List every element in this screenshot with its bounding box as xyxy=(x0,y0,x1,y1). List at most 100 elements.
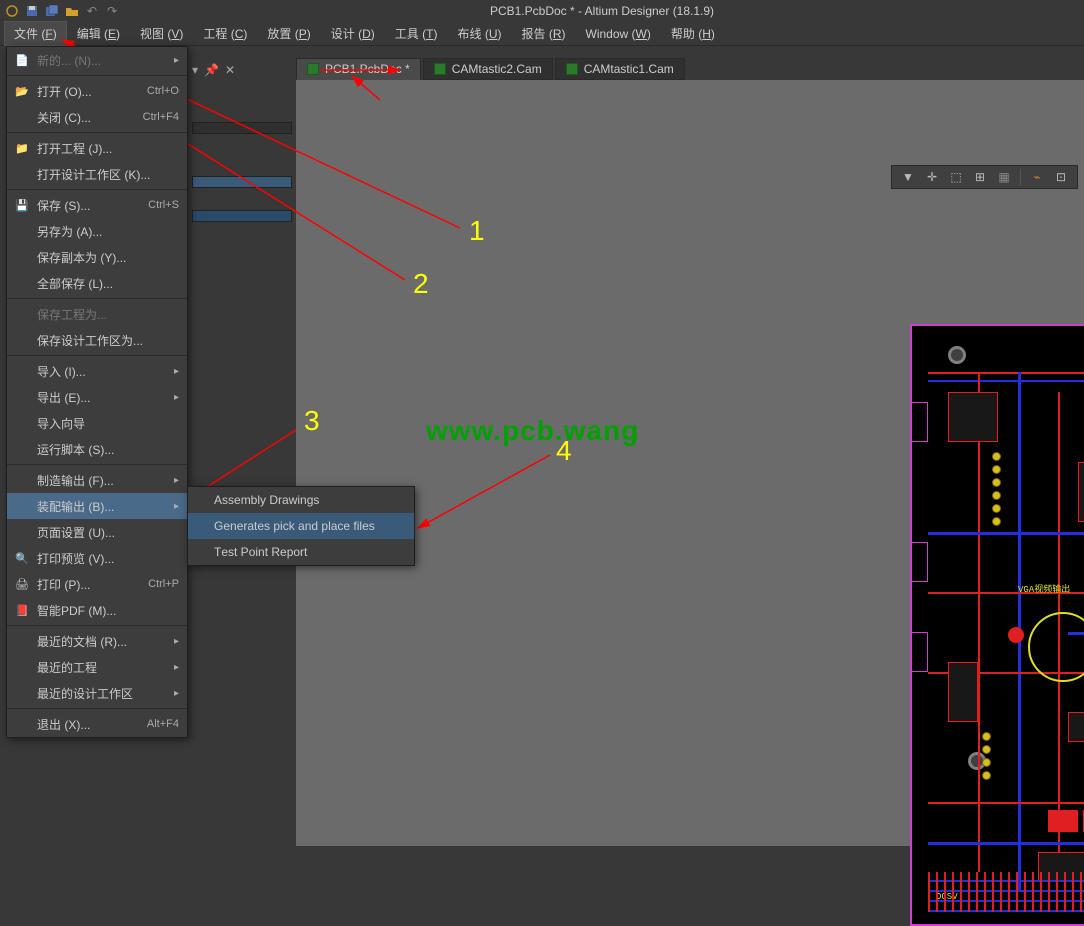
submenu-arrow-icon: ▸ xyxy=(174,501,179,512)
menu-视图[interactable]: 视图 (V) xyxy=(130,21,193,46)
layers-icon[interactable]: ▦ xyxy=(996,169,1012,185)
document-tab[interactable]: CAMtastic1.Cam xyxy=(555,58,685,80)
shortcut-label: Alt+F4 xyxy=(147,718,179,730)
menu-item-label: 退出 (X)... xyxy=(33,716,147,733)
menu-编辑[interactable]: 编辑 (E) xyxy=(67,21,130,46)
document-tab[interactable]: CAMtastic2.Cam xyxy=(423,58,553,80)
menu-item-label: 打开设计工作区 (K)... xyxy=(33,166,179,183)
file-menu-item[interactable]: 导入向导 xyxy=(7,410,187,436)
shortcut-label: Ctrl+O xyxy=(147,85,179,97)
file-menu-item[interactable]: 🖨打印 (P)...Ctrl+P xyxy=(7,571,187,597)
menu-Window[interactable]: Window (W) xyxy=(576,23,661,45)
menu-工程[interactable]: 工程 (C) xyxy=(193,21,257,46)
trace-fill xyxy=(928,872,1084,912)
file-menu-item[interactable]: 最近的文档 (R)...▸ xyxy=(7,628,187,654)
redo-icon[interactable]: ↷ xyxy=(104,3,120,19)
app-icon xyxy=(4,3,20,19)
file-menu-item[interactable]: 🔍打印预览 (V)... xyxy=(7,545,187,571)
file-menu-item[interactable]: 保存设计工作区为... xyxy=(7,327,187,353)
menu-item-label: 打印预览 (V)... xyxy=(33,550,179,567)
file-menu-item[interactable]: 📂打开 (O)...Ctrl+O xyxy=(7,78,187,104)
file-menu-item[interactable]: 退出 (X)...Alt+F4 xyxy=(7,711,187,737)
new-icon: 📄 xyxy=(11,54,33,67)
menu-item-label: 最近的工程 xyxy=(33,659,174,676)
menu-item-label: 导出 (E)... xyxy=(33,389,174,406)
file-menu-item[interactable]: 制造输出 (F)...▸ xyxy=(7,467,187,493)
annotation-2: 2 xyxy=(413,268,429,300)
open-icon[interactable] xyxy=(64,3,80,19)
menu-item-label: 装配输出 (B)... xyxy=(33,498,174,515)
menu-item-label: 保存 (S)... xyxy=(33,197,148,214)
file-menu-item[interactable]: 📕智能PDF (M)... xyxy=(7,597,187,623)
menu-item-label: 保存副本为 (Y)... xyxy=(33,249,179,266)
preview-icon: 🔍 xyxy=(11,552,33,565)
file-menu-item[interactable]: 最近的设计工作区▸ xyxy=(7,680,187,706)
selection-icon[interactable]: ⬚ xyxy=(948,169,964,185)
align-icon[interactable]: ⊞ xyxy=(972,169,988,185)
smd-pad xyxy=(1008,627,1024,643)
menu-item-label: 导入 (I)... xyxy=(33,363,174,380)
file-menu-item[interactable]: 全部保存 (L)... xyxy=(7,270,187,296)
panel-slot-2 xyxy=(192,176,292,188)
menu-放置[interactable]: 放置 (P) xyxy=(257,21,320,46)
outline-box xyxy=(910,542,928,582)
file-menu-item[interactable]: 导出 (E)...▸ xyxy=(7,384,187,410)
save-icon[interactable] xyxy=(24,3,40,19)
submenu-arrow-icon: ▸ xyxy=(174,636,179,647)
mounting-hole xyxy=(948,346,966,364)
filter-icon[interactable]: ▼ xyxy=(900,169,916,185)
file-menu-item[interactable]: 最近的工程▸ xyxy=(7,654,187,680)
document-tab[interactable]: PCB1.PcbDoc * xyxy=(296,58,421,80)
ic-outline xyxy=(1078,462,1084,522)
pcb-doc-icon xyxy=(434,63,446,75)
ic-outline xyxy=(948,392,998,442)
assembly-submenu: Assembly DrawingsGenerates pick and plac… xyxy=(187,486,415,566)
file-menu-item[interactable]: 另存为 (A)... xyxy=(7,218,187,244)
tab-label: CAMtastic1.Cam xyxy=(584,62,674,76)
tab-label: CAMtastic2.Cam xyxy=(452,62,542,76)
menu-帮助[interactable]: 帮助 (H) xyxy=(661,21,725,46)
menu-报告[interactable]: 报告 (R) xyxy=(512,21,576,46)
view-toolbar: ▼ ✛ ⬚ ⊞ ▦ ⌁ ⊡ xyxy=(891,165,1078,189)
file-menu-item[interactable]: 打开设计工作区 (K)... xyxy=(7,161,187,187)
menu-item-label: 最近的设计工作区 xyxy=(33,685,174,702)
file-menu-item[interactable]: 运行脚本 (S)... xyxy=(7,436,187,462)
silk-label: VGA视频输出 xyxy=(1018,582,1070,595)
crosshair-icon[interactable]: ✛ xyxy=(924,169,940,185)
panel-slot-1 xyxy=(192,122,292,134)
pdf-icon: 📕 xyxy=(11,604,33,617)
submenu-item[interactable]: Assembly Drawings xyxy=(188,487,414,513)
undo-icon[interactable]: ↶ xyxy=(84,3,100,19)
menu-item-label: 制造输出 (F)... xyxy=(33,472,174,489)
menu-设计[interactable]: 设计 (D) xyxy=(321,21,385,46)
shortcut-label: Ctrl+S xyxy=(148,199,179,211)
menu-item-label: 关闭 (C)... xyxy=(33,109,143,126)
submenu-arrow-icon: ▸ xyxy=(174,55,179,66)
submenu-item[interactable]: Test Point Report xyxy=(188,539,414,565)
pcb-canvas[interactable]: ▼ ✛ ⬚ ⊞ ▦ ⌁ ⊡ xyxy=(296,80,1084,846)
menu-文件[interactable]: 文件 (F) xyxy=(4,21,67,46)
grid-icon[interactable]: ⊡ xyxy=(1053,169,1069,185)
tab-label: PCB1.PcbDoc * xyxy=(325,62,410,76)
menu-布线[interactable]: 布线 (U) xyxy=(447,21,511,46)
file-menu-item[interactable]: 关闭 (C)...Ctrl+F4 xyxy=(7,104,187,130)
file-menu-item[interactable]: 📁打开工程 (J)... xyxy=(7,135,187,161)
file-menu-item[interactable]: 装配输出 (B)...▸ xyxy=(7,493,187,519)
submenu-item[interactable]: Generates pick and place files xyxy=(188,513,414,539)
file-menu-item[interactable]: 💾保存 (S)...Ctrl+S xyxy=(7,192,187,218)
file-menu-item[interactable]: 页面设置 (U)... xyxy=(7,519,187,545)
pad-column xyxy=(982,732,991,780)
menu-工具[interactable]: 工具 (T) xyxy=(385,21,448,46)
pin-icon[interactable]: 📌 xyxy=(204,63,219,77)
ic-outline xyxy=(948,662,978,722)
route-icon[interactable]: ⌁ xyxy=(1029,169,1045,185)
panel-dropdown-icon[interactable]: ▾ xyxy=(192,63,198,77)
file-menu-item[interactable]: 保存副本为 (Y)... xyxy=(7,244,187,270)
panel-close-icon[interactable]: ✕ xyxy=(225,63,235,77)
trace xyxy=(928,380,1084,382)
file-menu-item[interactable]: 导入 (I)...▸ xyxy=(7,358,187,384)
file-menu-item: 保存工程为... xyxy=(7,301,187,327)
shortcut-label: Ctrl+F4 xyxy=(143,111,179,123)
trace xyxy=(978,372,980,872)
save-all-icon[interactable] xyxy=(44,3,60,19)
